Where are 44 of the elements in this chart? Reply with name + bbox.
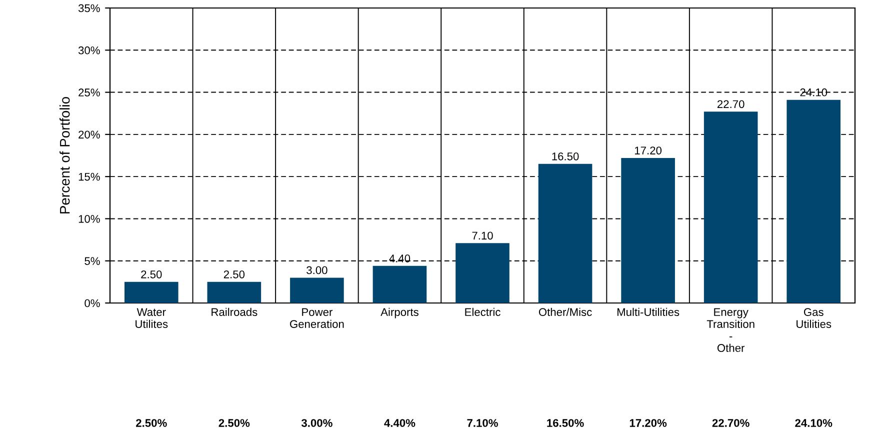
bar xyxy=(207,282,262,303)
y-tick-label: 0% xyxy=(84,299,100,308)
data-label: 2.50 xyxy=(141,270,162,278)
text: 2.50% xyxy=(136,419,167,427)
data-label: 16.50 xyxy=(552,152,579,160)
x-tick-label: Power Generation xyxy=(290,308,344,328)
text: 24.10% xyxy=(795,419,832,427)
x-tick-label: Electric xyxy=(465,308,500,316)
bar xyxy=(456,243,510,303)
bar xyxy=(290,278,344,303)
x-tick-label: Other/Misc xyxy=(538,308,592,316)
data-label: 22.70 xyxy=(717,100,744,108)
data-label: 3.00 xyxy=(306,266,328,274)
bar xyxy=(621,158,675,303)
text: 17.20% xyxy=(630,419,667,427)
x-tick-label: Airports xyxy=(380,308,418,318)
text: 22.70% xyxy=(712,419,750,427)
bar xyxy=(786,100,841,303)
y-axis-title: Percent of Portfolio xyxy=(60,97,70,214)
x-tick-label: Multi-Utilities xyxy=(617,308,680,316)
x-tick-label: Energy Transition - Other xyxy=(706,308,754,352)
bar xyxy=(124,282,178,303)
x-tick-label: Water Utilites xyxy=(136,308,168,328)
y-tick-label: 15% xyxy=(78,172,100,181)
y-tick-label: 35% xyxy=(78,4,100,12)
y-tick-label: 20% xyxy=(78,130,100,139)
text: 3.00% xyxy=(301,419,332,427)
y-tick-label: 25% xyxy=(78,88,100,96)
bar xyxy=(538,164,592,303)
x-tick-label: Gas Utilities xyxy=(796,308,832,328)
text: 16.50% xyxy=(547,419,584,427)
data-label: 7.10 xyxy=(472,232,493,240)
y-tick-label: 30% xyxy=(78,46,100,54)
data-label: 17.20 xyxy=(635,146,662,154)
bar xyxy=(704,112,758,303)
data-label: 24.10 xyxy=(800,88,828,96)
data-label: 2.50 xyxy=(224,270,245,278)
text: 2.50% xyxy=(218,419,250,427)
text: 4.40% xyxy=(384,419,416,427)
text: 7.10% xyxy=(467,419,498,427)
x-tick-label: Railroads xyxy=(212,308,258,316)
y-tick-label: 5% xyxy=(84,257,100,265)
y-tick-label: 10% xyxy=(78,214,100,223)
bar xyxy=(372,266,427,303)
